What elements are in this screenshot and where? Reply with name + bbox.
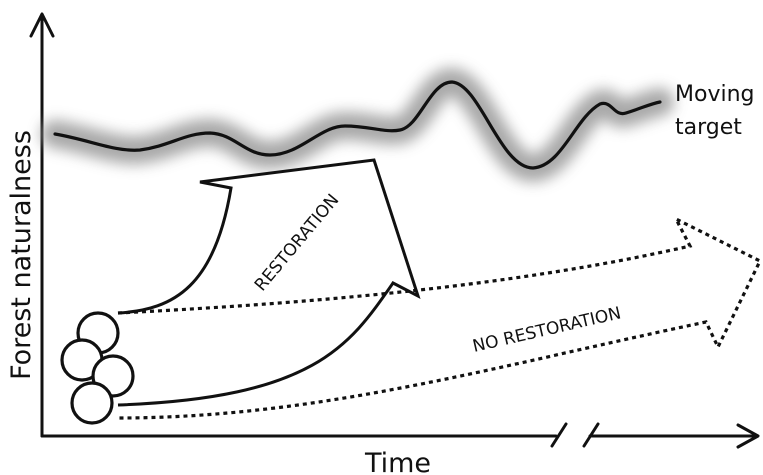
moving-target-label-line2: target xyxy=(675,115,742,140)
no-restoration-label: NO RESTORATION xyxy=(471,303,623,357)
axis-break-mark-2 xyxy=(582,422,600,448)
no-restoration-arrow xyxy=(117,215,763,420)
moving-target-curve xyxy=(53,80,662,170)
start-circle-4 xyxy=(70,381,114,425)
restoration-arrow xyxy=(117,158,421,407)
axes xyxy=(29,12,760,449)
y-axis-arrowhead xyxy=(29,12,55,38)
moving-target-label-line1: Moving xyxy=(675,82,754,107)
starting-circles xyxy=(60,311,135,425)
x-axis-arrowhead xyxy=(736,423,760,449)
moving-target-halo xyxy=(41,67,674,183)
y-axis-label: Forest naturalness xyxy=(6,130,37,380)
moving-target-line xyxy=(41,67,674,183)
axis-break-mark-1 xyxy=(550,422,568,448)
x-axis-label: Time xyxy=(364,448,431,475)
